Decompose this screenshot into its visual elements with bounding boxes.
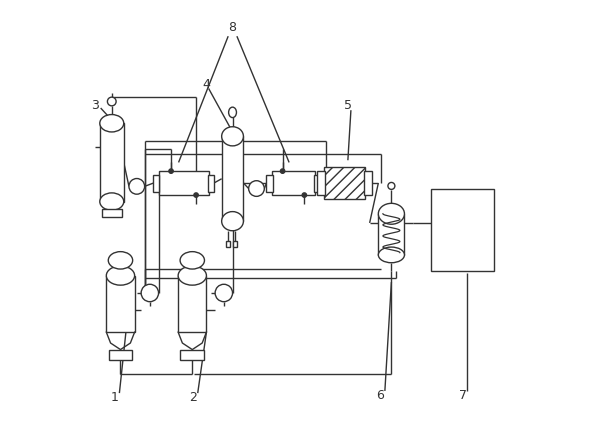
Bar — [109, 350, 133, 360]
Ellipse shape — [107, 97, 116, 106]
Bar — [272, 171, 315, 195]
Ellipse shape — [229, 107, 236, 117]
Ellipse shape — [280, 169, 285, 173]
Ellipse shape — [379, 203, 404, 224]
Bar — [102, 209, 122, 217]
Bar — [324, 167, 365, 199]
Ellipse shape — [178, 266, 206, 285]
Ellipse shape — [302, 193, 307, 197]
Bar — [314, 175, 320, 191]
Ellipse shape — [100, 193, 124, 210]
Ellipse shape — [100, 115, 124, 132]
Ellipse shape — [379, 247, 404, 263]
Ellipse shape — [180, 252, 205, 269]
Ellipse shape — [221, 212, 244, 231]
Text: 6: 6 — [377, 389, 385, 402]
Bar — [154, 175, 160, 191]
Ellipse shape — [221, 127, 244, 146]
Text: 5: 5 — [344, 99, 352, 112]
Text: 8: 8 — [229, 21, 236, 34]
Bar — [181, 350, 204, 360]
Text: 2: 2 — [190, 391, 197, 404]
Bar — [226, 241, 230, 247]
Text: 1: 1 — [111, 391, 119, 404]
Bar — [233, 241, 237, 247]
Bar — [379, 214, 404, 255]
Ellipse shape — [248, 181, 265, 196]
Text: 7: 7 — [459, 389, 467, 402]
Bar — [221, 136, 244, 221]
Text: 4: 4 — [202, 78, 211, 91]
Bar — [266, 175, 272, 191]
Bar — [106, 276, 134, 332]
Ellipse shape — [194, 193, 198, 197]
Bar — [208, 175, 214, 191]
Ellipse shape — [108, 252, 133, 269]
Ellipse shape — [141, 284, 158, 302]
Ellipse shape — [106, 266, 134, 285]
Ellipse shape — [129, 179, 145, 194]
Ellipse shape — [388, 183, 395, 189]
Bar — [158, 171, 209, 195]
Bar — [431, 188, 494, 271]
Ellipse shape — [215, 284, 233, 302]
Bar — [100, 123, 124, 201]
Text: 3: 3 — [92, 99, 100, 112]
Ellipse shape — [169, 169, 173, 173]
Bar — [317, 171, 325, 195]
Bar — [364, 171, 372, 195]
Bar — [178, 276, 206, 332]
